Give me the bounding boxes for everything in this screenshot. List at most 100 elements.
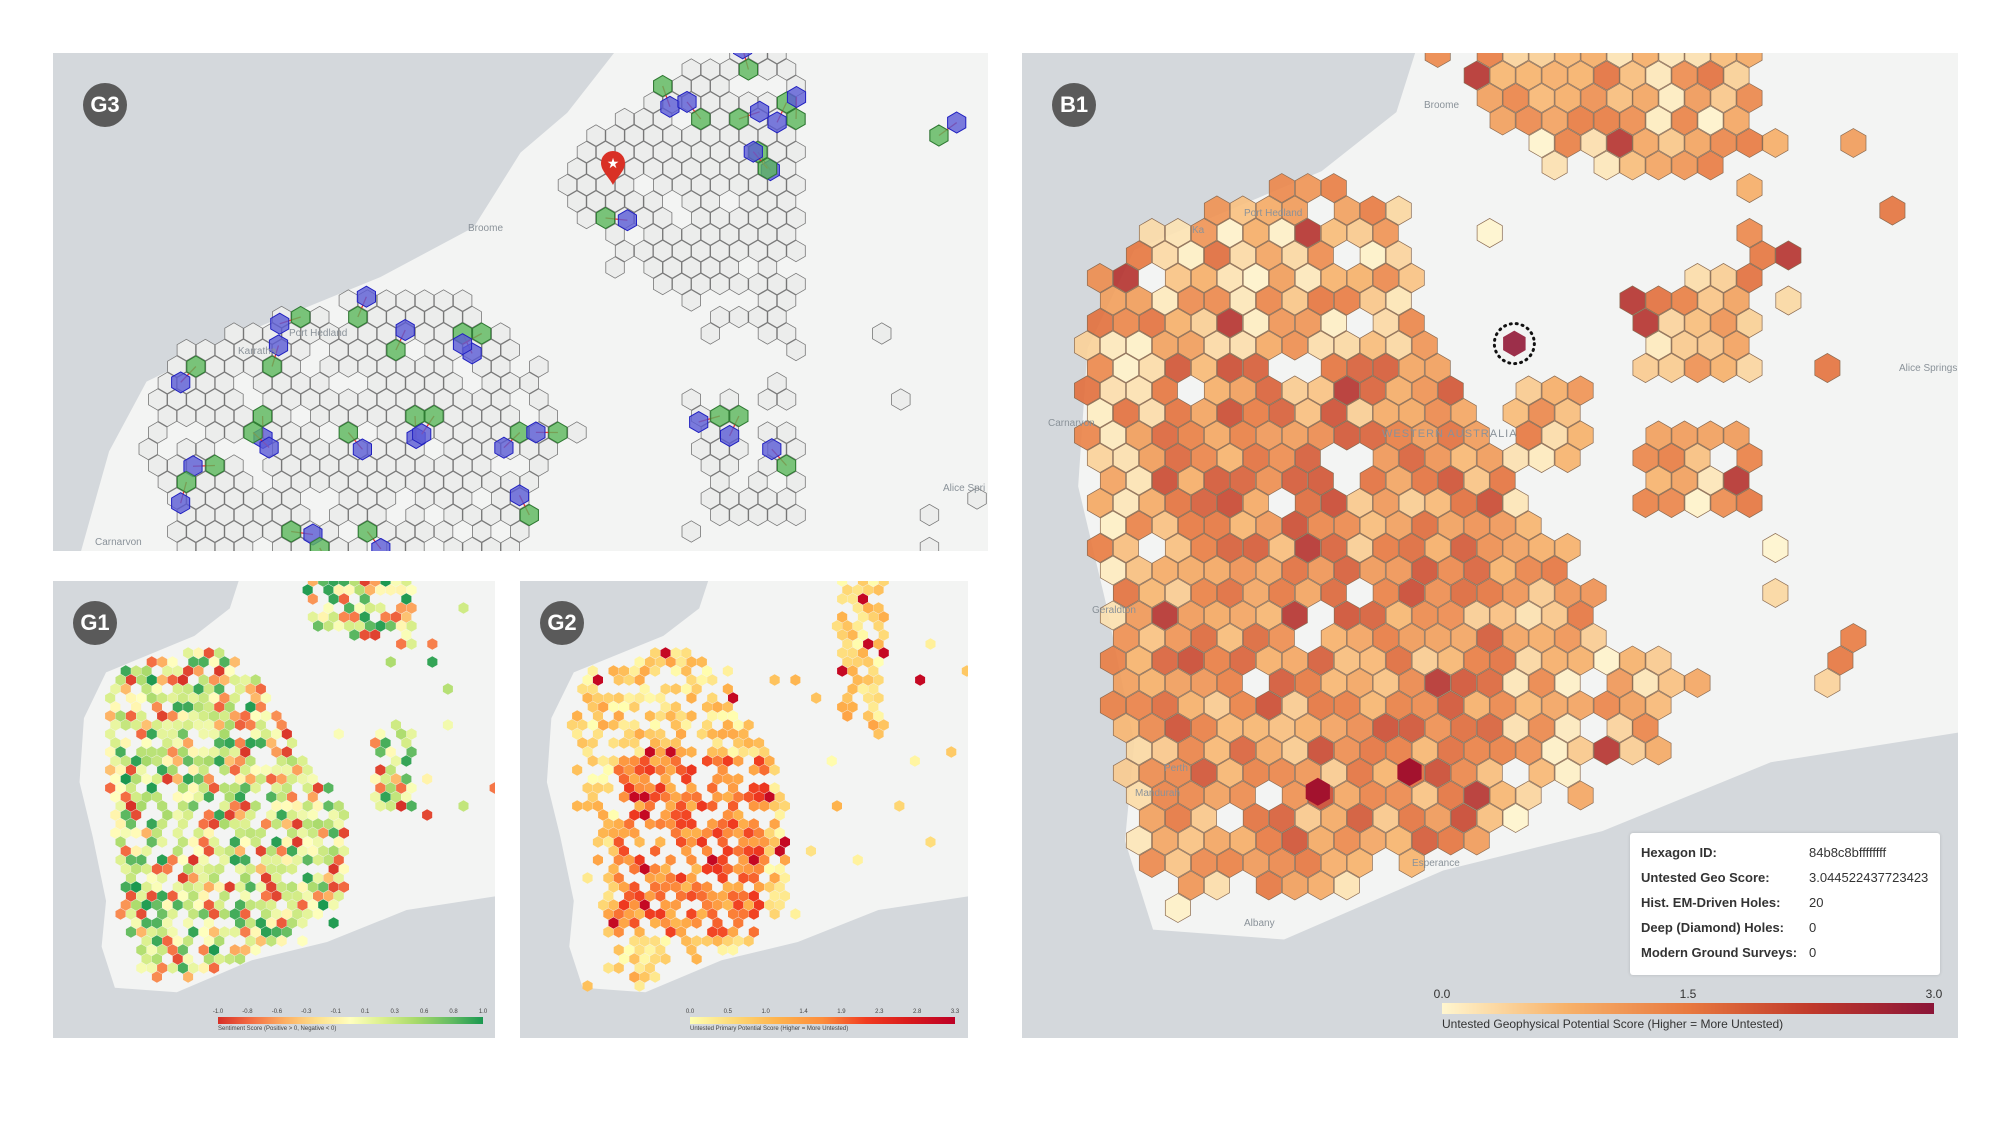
hex-cell[interactable] [443, 371, 463, 395]
hex-cell[interactable] [1567, 420, 1594, 451]
hex-cell[interactable] [136, 764, 147, 776]
hex-cell[interactable] [1281, 825, 1308, 856]
hex-cell[interactable] [390, 719, 401, 731]
hex-cell[interactable] [686, 854, 697, 866]
hex-cell[interactable] [1879, 195, 1906, 226]
hex-cell[interactable] [878, 629, 889, 641]
hex-cell[interactable] [702, 863, 713, 875]
hex-cell[interactable] [1294, 668, 1321, 698]
hex-cell[interactable] [1255, 465, 1282, 496]
hex-cell[interactable] [193, 881, 204, 893]
hex-map-g1[interactable] [53, 581, 495, 1038]
hex-cell[interactable] [1086, 442, 1113, 474]
hex-cell[interactable] [1346, 217, 1373, 249]
hex-cell[interactable] [644, 818, 655, 830]
hex-cell[interactable] [1671, 105, 1698, 136]
hex-cell-green[interactable] [348, 305, 368, 329]
hex-cell-blue[interactable] [356, 285, 376, 308]
hex-cell[interactable] [214, 863, 225, 875]
hex-cell[interactable] [624, 890, 635, 902]
hex-cell[interactable] [219, 782, 230, 794]
hex-cell[interactable] [681, 683, 692, 695]
hex-cell[interactable] [307, 809, 318, 821]
hex-cell[interactable] [722, 719, 733, 731]
hex-cell[interactable] [338, 881, 349, 893]
hex-cell[interactable] [188, 890, 199, 902]
hex-cell[interactable] [323, 800, 334, 812]
hex-cell[interactable] [1541, 600, 1568, 631]
hex-cell[interactable] [172, 827, 183, 839]
hex-cell[interactable] [587, 665, 598, 677]
hex-cell[interactable] [1476, 758, 1503, 788]
hex-cell[interactable] [1385, 600, 1412, 631]
hex-cell[interactable] [863, 710, 874, 722]
hex-cell[interactable] [653, 140, 673, 164]
hex-cell[interactable] [396, 782, 407, 794]
hex-cell[interactable] [618, 917, 629, 929]
hex-cell[interactable] [433, 322, 454, 345]
hex-cell[interactable] [1177, 870, 1204, 901]
hex-cell[interactable] [219, 710, 230, 722]
hex-cell[interactable] [1281, 870, 1308, 901]
hex-cell[interactable] [151, 953, 162, 965]
hex-cell[interactable] [1463, 825, 1490, 856]
hex-cell[interactable] [603, 782, 614, 794]
hex-cell[interactable] [462, 305, 482, 329]
hex-cell[interactable] [1112, 668, 1139, 698]
hex-cell-blue[interactable] [494, 436, 514, 459]
hex-cell[interactable] [759, 800, 770, 812]
hex-cell[interactable] [670, 647, 681, 659]
hex-cell[interactable] [1203, 285, 1230, 316]
hex-cell[interactable] [1775, 240, 1802, 271]
hex-cell[interactable] [224, 719, 235, 731]
hex-cell[interactable] [131, 899, 142, 911]
hex-cell[interactable] [1424, 397, 1451, 429]
hex-cell[interactable] [1203, 870, 1230, 901]
hex-cell[interactable] [240, 854, 251, 866]
hex-cell[interactable] [1177, 645, 1204, 676]
hex-cell[interactable] [857, 593, 868, 605]
hex-cell[interactable] [1593, 105, 1620, 136]
hex-cell[interactable] [141, 827, 152, 839]
hex-cell-green[interactable] [519, 503, 539, 527]
hex-cell[interactable] [405, 470, 425, 494]
hex-cell[interactable] [205, 355, 225, 378]
hex-cell[interactable] [1242, 758, 1269, 788]
hex-cell[interactable] [214, 470, 235, 494]
hex-cell[interactable] [634, 728, 645, 740]
hex-cell[interactable] [1112, 442, 1139, 474]
hex-cell[interactable] [235, 881, 246, 893]
hex-cell[interactable] [696, 674, 707, 686]
hex-cell[interactable] [266, 881, 277, 893]
hex-cell[interactable] [634, 674, 645, 686]
hex-cell[interactable] [1710, 352, 1737, 384]
hex-cell[interactable] [1333, 780, 1360, 811]
hex-cell[interactable] [1645, 465, 1672, 496]
hex-cell[interactable] [1476, 623, 1503, 653]
hex-cell[interactable] [852, 656, 863, 668]
hex-cell[interactable] [1697, 105, 1724, 136]
hex-cell[interactable] [681, 190, 701, 213]
hex-cell[interactable] [608, 863, 619, 875]
hex-cell[interactable] [1074, 375, 1100, 406]
hex-cell[interactable] [297, 755, 308, 767]
hex-cell[interactable] [754, 881, 765, 893]
hex-cell[interactable] [250, 764, 261, 776]
hex-cell[interactable] [318, 827, 329, 839]
hex-cell[interactable] [1112, 262, 1139, 294]
hex-cell[interactable] [1125, 645, 1152, 676]
hex-cell[interactable] [592, 728, 603, 740]
hex-cell[interactable] [1255, 330, 1282, 361]
hex-cell[interactable] [650, 971, 661, 983]
hex-cell[interactable] [691, 239, 711, 263]
hex-cell[interactable] [1437, 690, 1464, 721]
hex-cell[interactable] [203, 881, 214, 893]
hex-cell[interactable] [662, 256, 682, 279]
hex-cell-green[interactable] [738, 58, 758, 81]
hex-cell[interactable] [1164, 623, 1191, 653]
hex-cell[interactable] [396, 638, 407, 650]
hex-cell[interactable] [203, 899, 214, 911]
hex-cell[interactable] [738, 746, 749, 758]
hex-cell[interactable] [245, 935, 256, 947]
hex-cell[interactable] [359, 593, 370, 605]
